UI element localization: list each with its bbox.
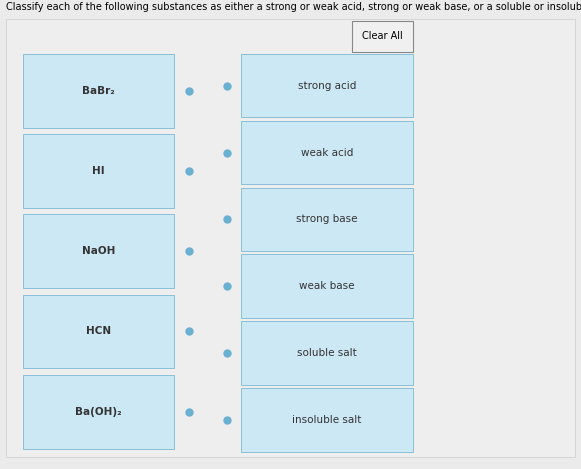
Text: strong acid: strong acid [297, 81, 356, 91]
FancyBboxPatch shape [23, 214, 174, 288]
FancyBboxPatch shape [241, 121, 413, 184]
Text: BaBr₂: BaBr₂ [83, 86, 115, 96]
FancyBboxPatch shape [241, 188, 413, 251]
Text: Classify each of the following substances as either a strong or weak acid, stron: Classify each of the following substance… [6, 2, 581, 12]
Text: Clear All: Clear All [361, 31, 403, 41]
FancyBboxPatch shape [23, 54, 174, 128]
Text: Ba(OH)₂: Ba(OH)₂ [76, 407, 122, 416]
FancyBboxPatch shape [241, 388, 413, 452]
FancyBboxPatch shape [241, 54, 413, 117]
Text: weak base: weak base [299, 281, 354, 291]
FancyBboxPatch shape [23, 375, 174, 448]
FancyBboxPatch shape [241, 321, 413, 385]
Text: soluble salt: soluble salt [297, 348, 357, 358]
FancyBboxPatch shape [23, 134, 174, 208]
FancyBboxPatch shape [23, 295, 174, 368]
FancyBboxPatch shape [352, 21, 413, 52]
Text: weak acid: weak acid [300, 148, 353, 158]
FancyBboxPatch shape [241, 255, 413, 318]
Text: strong base: strong base [296, 214, 357, 224]
Text: NaOH: NaOH [82, 246, 116, 256]
Text: insoluble salt: insoluble salt [292, 415, 361, 425]
Text: HCN: HCN [86, 326, 112, 336]
Text: HI: HI [92, 166, 105, 176]
